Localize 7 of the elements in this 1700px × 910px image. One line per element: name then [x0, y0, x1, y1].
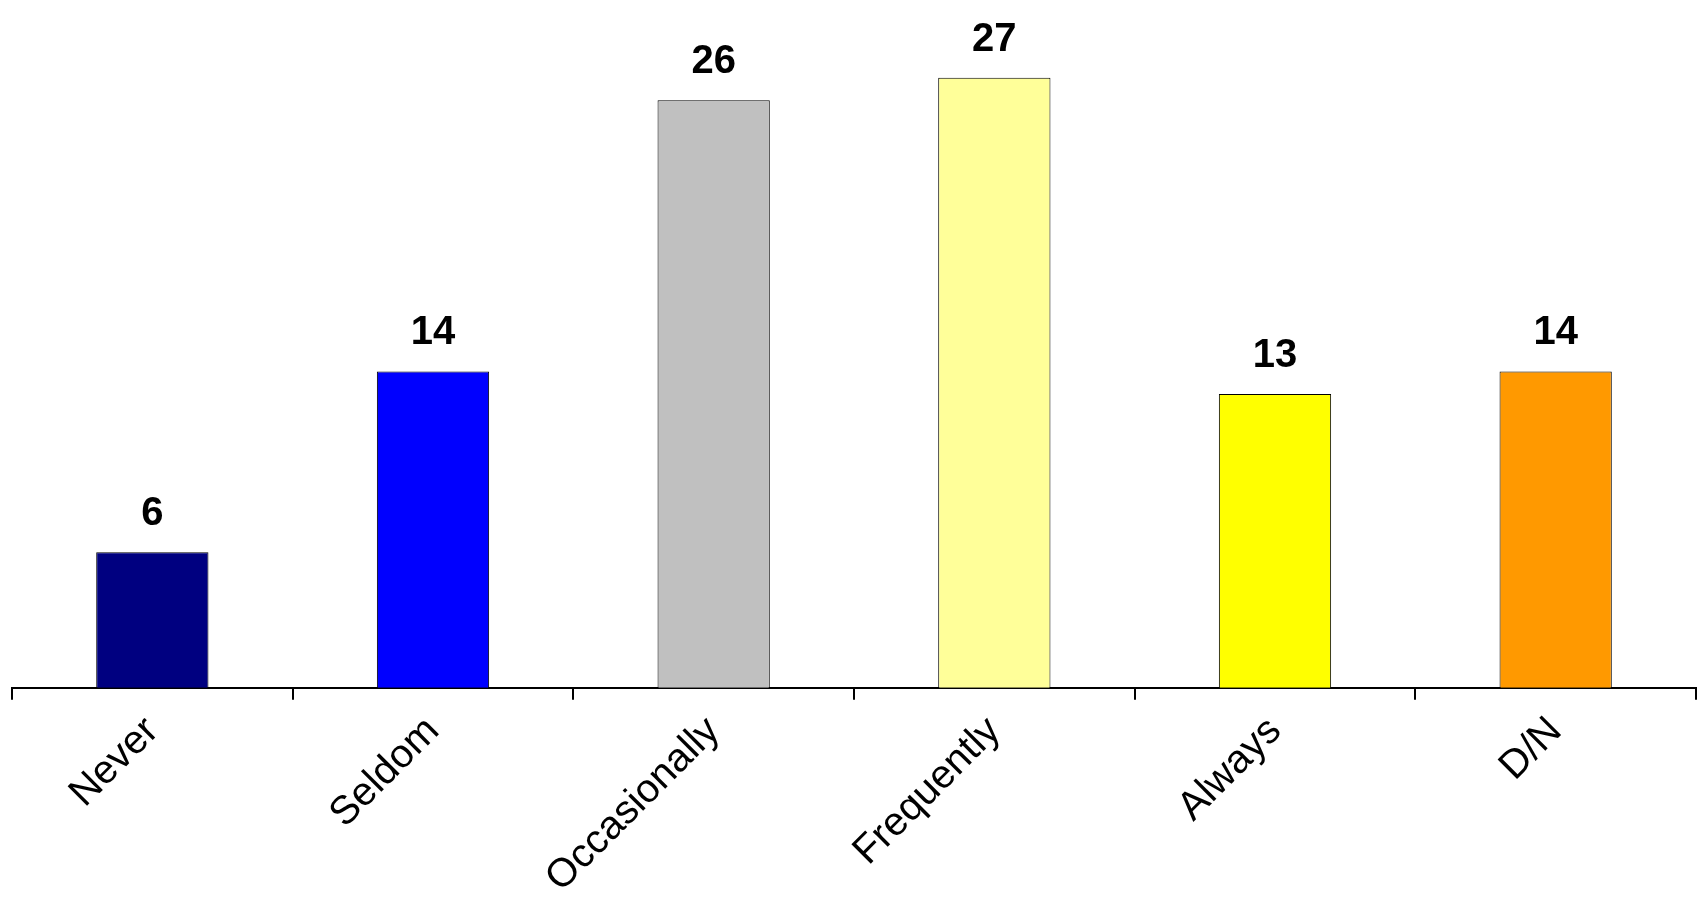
- data-label: 14: [410, 308, 456, 353]
- data-label: 27: [972, 14, 1017, 59]
- data-label: 14: [1533, 308, 1579, 353]
- data-label: 13: [1252, 331, 1298, 376]
- data-label: 6: [141, 489, 164, 534]
- x-tick-label: D/N: [1489, 707, 1570, 787]
- data-label: 26: [691, 37, 736, 82]
